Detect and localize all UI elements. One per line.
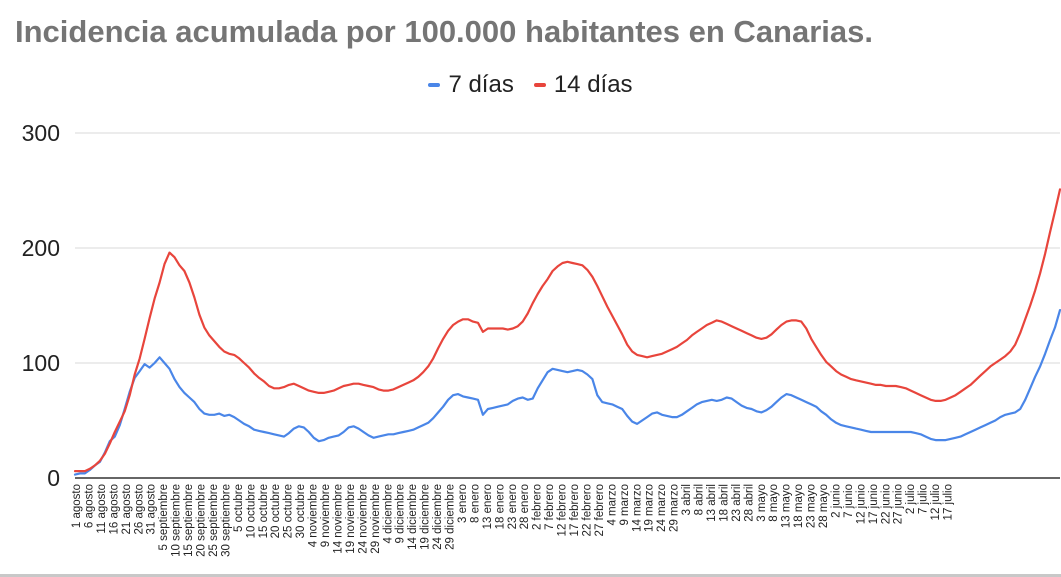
x-tick-label: 8 mayo <box>768 484 780 522</box>
x-tick-label: 4 diciembre <box>382 484 394 543</box>
x-tick-label: 28 enero <box>519 484 531 529</box>
legend-label-7-dias: 7 días <box>448 71 514 98</box>
x-tick-label: 16 agosto <box>108 484 120 535</box>
x-tick-label: 18 mayo <box>793 484 805 528</box>
x-tick-label: 2 julio <box>905 484 917 514</box>
x-tick-label: 15 octubre <box>258 484 270 538</box>
x-tick-label: 7 febrero <box>544 484 556 530</box>
x-tick-label: 13 enero <box>482 484 494 529</box>
x-tick-label: 9 noviembre <box>320 484 332 547</box>
chart-title: Incidencia acumulada por 100.000 habitan… <box>15 14 874 49</box>
x-tick-label: 6 agosto <box>83 484 95 528</box>
x-tick-label: 8 enero <box>469 484 481 523</box>
x-tick-label: 1 agosto <box>71 484 83 528</box>
x-tick-label: 9 marzo <box>619 484 631 526</box>
x-tick-label: 12 julio <box>930 484 942 520</box>
x-tick-label: 4 marzo <box>606 484 618 526</box>
x-tick-label: 23 mayo <box>806 484 818 528</box>
x-tick-label: 29 noviembre <box>370 484 382 554</box>
legend-item-14-dias[interactable]: 14 días <box>533 71 633 99</box>
x-tick-label: 7 junio <box>843 484 855 518</box>
series-line-14-dias <box>73 188 1061 473</box>
x-tick-label: 28 abril <box>743 484 755 522</box>
x-tick-label: 17 junio <box>868 484 880 524</box>
x-tick-label: 26 agosto <box>133 484 145 535</box>
x-tick-label: 24 diciembre <box>432 484 444 550</box>
x-tick-label: 23 abril <box>731 484 743 522</box>
bottom-divider <box>0 574 1061 577</box>
legend: 7 días 14 días <box>0 70 1061 100</box>
x-tick-label: 29 diciembre <box>445 484 457 550</box>
x-tick-label: 31 agosto <box>146 484 158 535</box>
x-tick-label: 3 enero <box>457 484 469 523</box>
x-tick-label: 25 octubre <box>283 484 295 538</box>
x-tick-label: 19 marzo <box>644 484 656 532</box>
x-tick-label: 30 octubre <box>295 484 307 538</box>
legend-item-7-dias[interactable]: 7 días <box>428 71 514 99</box>
x-tick-label: 2 junio <box>830 484 842 518</box>
x-tick-label: 11 agosto <box>96 484 108 534</box>
x-tick-label: 13 mayo <box>781 484 793 528</box>
x-tick-label: 3 abril <box>681 484 693 515</box>
x-tick-label: 27 febrero <box>594 484 606 536</box>
x-tick-label: 30 septiembre <box>220 484 232 557</box>
x-tick-label: 3 mayo <box>756 484 768 522</box>
x-tick-label: 24 noviembre <box>357 484 369 554</box>
x-tick-label: 5 octubre <box>233 484 245 532</box>
x-tick-label: 19 noviembre <box>345 484 357 554</box>
series-line-7-dias <box>73 309 1061 476</box>
x-tick-label: 23 enero <box>507 484 519 529</box>
x-tick-label: 20 octubre <box>270 484 282 538</box>
y-tick-label: 0 <box>47 465 60 491</box>
x-tick-label: 21 agosto <box>121 484 133 535</box>
x-tick-label: 10 octubre <box>245 484 257 538</box>
legend-label-14-dias: 14 días <box>553 71 633 98</box>
x-tick-label: 10 septiembre <box>171 484 183 557</box>
x-tick-label: 28 mayo <box>818 484 830 528</box>
x-tick-label: 18 enero <box>494 484 506 529</box>
x-tick-label: 15 septiembre <box>183 484 195 557</box>
y-tick-label: 100 <box>22 350 60 376</box>
x-tick-label: 29 marzo <box>669 484 681 532</box>
x-tick-label: 17 febrero <box>569 484 581 536</box>
x-tick-label: 12 febrero <box>557 484 569 536</box>
x-tick-label: 22 febrero <box>581 484 593 536</box>
x-tick-label: 24 marzo <box>656 484 668 532</box>
x-tick-label: 12 junio <box>855 484 867 524</box>
x-tick-label: 9 diciembre <box>395 484 407 543</box>
x-tick-label: 27 junio <box>893 484 905 524</box>
y-tick-label: 200 <box>22 235 60 261</box>
x-tick-label: 4 noviembre <box>308 484 320 547</box>
x-tick-label: 14 marzo <box>631 484 643 532</box>
x-tick-label: 7 julio <box>918 484 930 514</box>
x-tick-label: 19 diciembre <box>420 484 432 550</box>
legend-swatch-14-dias <box>533 83 546 87</box>
x-tick-label: 13 abril <box>706 484 718 522</box>
x-tick-label: 25 septiembre <box>208 484 220 557</box>
legend-swatch-7-dias <box>428 83 441 87</box>
x-tick-label: 22 junio <box>880 484 892 524</box>
x-tick-label: 8 abril <box>694 484 706 515</box>
x-tick-label: 17 julio <box>943 484 955 520</box>
y-tick-label: 300 <box>22 120 60 146</box>
x-tick-label: 14 diciembre <box>407 484 419 550</box>
x-tick-label: 18 abril <box>718 484 730 522</box>
x-tick-label: 20 septiembre <box>196 484 208 557</box>
x-tick-label: 5 septiembre <box>158 484 170 550</box>
x-tick-label: 2 febrero <box>532 484 544 530</box>
x-tick-label: 14 noviembre <box>332 484 344 554</box>
